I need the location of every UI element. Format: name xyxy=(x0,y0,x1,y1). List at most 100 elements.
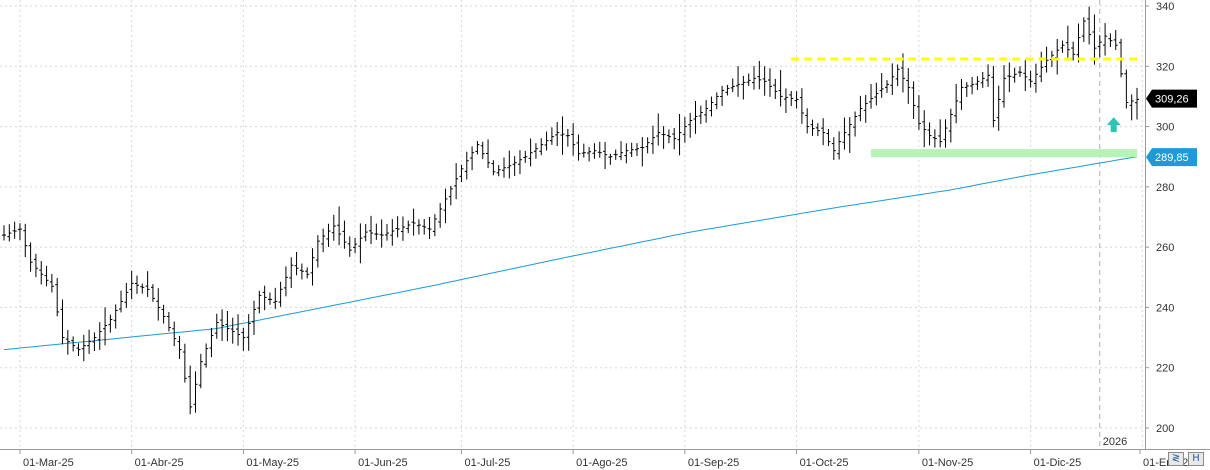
x-tick-label: 01-Mar-25 xyxy=(23,457,74,469)
ohlc-bar xyxy=(2,225,6,241)
y-tick-label: 200 xyxy=(1156,423,1174,435)
ohlc-bar xyxy=(156,288,161,321)
ohlc-bar xyxy=(810,119,815,136)
ohlc-bar xyxy=(443,188,448,224)
last-value-labels: 309,26 289,85 xyxy=(1146,89,1197,167)
ohlc-bar xyxy=(145,271,150,297)
ohlc-bar xyxy=(236,314,241,346)
ohlc-bar xyxy=(619,141,624,161)
ohlc-bar xyxy=(257,290,262,314)
ohlc-bar xyxy=(113,304,118,329)
ohlc-bar xyxy=(927,122,932,146)
y-tick-label: 240 xyxy=(1156,302,1174,314)
ohlc-bar xyxy=(384,224,389,241)
ohlc-bar xyxy=(954,84,959,124)
ohlc-bar xyxy=(831,137,836,160)
ohlc-bar xyxy=(698,105,703,125)
ohlc-bar xyxy=(374,223,379,240)
ohlc-bar xyxy=(720,85,725,106)
ohlc-bar xyxy=(1033,63,1038,93)
ohlc-bar xyxy=(220,309,225,341)
ohlc-bar xyxy=(959,78,964,110)
ohlc-bar xyxy=(645,137,650,154)
ohlc-bar xyxy=(528,138,533,167)
ohlc-bar xyxy=(49,273,54,293)
ohlc-bar xyxy=(714,92,719,110)
ohlc-bar xyxy=(166,311,171,332)
ohlc-bar xyxy=(241,327,246,351)
ohlc-bar xyxy=(1135,87,1139,120)
x-tick-label: 01-May-25 xyxy=(246,457,299,469)
ohlc-bar xyxy=(204,343,209,368)
ohlc-bar xyxy=(230,317,235,344)
save-icon[interactable]: H xyxy=(1188,452,1204,466)
ohlc-bar xyxy=(677,114,682,156)
ohlc-bar xyxy=(704,100,709,123)
x-tick-label: 01-Nov-25 xyxy=(922,457,973,469)
ohlc-bar xyxy=(938,119,943,148)
ohlc-bar xyxy=(879,73,884,98)
ohlc-bar xyxy=(656,113,661,146)
last-price-label: 309,26 xyxy=(1155,94,1189,106)
ohlc-bar xyxy=(289,257,294,289)
y-axis-ticks[interactable]: 200 220 240 260 280 300 320 340 xyxy=(1145,1,1174,435)
ohlc-bar xyxy=(347,236,352,257)
ohlc-bar xyxy=(592,143,597,159)
ohlc-bar xyxy=(97,322,102,350)
ohlc-bar xyxy=(1012,67,1017,83)
ohlc-bar xyxy=(1097,35,1102,58)
ohlc-bar xyxy=(172,321,177,347)
ohlc-bar xyxy=(337,206,342,246)
ohlc-bar xyxy=(28,242,33,272)
ohlc-bar xyxy=(134,275,139,294)
ohlc-bar xyxy=(496,164,501,177)
ohlc-bar xyxy=(390,219,395,246)
ohlc-bar xyxy=(124,282,129,308)
ohlc-bar xyxy=(427,216,432,240)
ohlc-bar xyxy=(789,90,794,107)
ohlc-bar xyxy=(948,108,953,143)
ohlc-bar xyxy=(922,110,927,148)
x-tick-label: 01-Abr-25 xyxy=(135,457,184,469)
ohlc-bar xyxy=(87,329,92,354)
ohlc-bar xyxy=(895,64,900,86)
ohlc-bar xyxy=(129,270,134,300)
ohlc-bar xyxy=(911,81,916,119)
last-price-badge xyxy=(1146,89,1197,108)
ohlc-bar xyxy=(794,91,799,109)
ohlc-bar xyxy=(363,224,368,242)
y-tick-label: 280 xyxy=(1156,182,1174,194)
ohlc-bar xyxy=(874,82,879,106)
zoom-icon[interactable]: ≷ xyxy=(1168,452,1184,466)
ohlc-bar xyxy=(342,220,347,249)
ohlc-bar xyxy=(863,94,868,123)
ohlc-bar xyxy=(454,163,459,200)
ohlc-bar xyxy=(688,112,693,138)
ohlc-bar xyxy=(65,330,70,355)
plot-background xyxy=(0,0,1145,449)
ohlc-bar xyxy=(1065,25,1070,61)
ohlc-bar xyxy=(283,266,288,297)
ohlc-bar xyxy=(400,216,405,241)
ohlc-bar xyxy=(395,216,400,238)
y-tick-label: 300 xyxy=(1156,122,1174,134)
ohlc-bar xyxy=(565,128,570,147)
ohlc-bar xyxy=(576,134,581,161)
y-tick-label: 260 xyxy=(1156,242,1174,254)
ohlc-bar xyxy=(119,290,124,313)
ohlc-bar xyxy=(17,223,22,241)
ohlc-bar xyxy=(1092,14,1097,65)
ohlc-bar xyxy=(267,292,272,305)
ohlc-bar xyxy=(507,150,512,179)
ohlc-bar xyxy=(842,117,847,150)
x-tick-label: 01-Dic-25 xyxy=(1034,457,1082,469)
ohlc-bar xyxy=(603,142,608,170)
ohlc-bar xyxy=(608,153,613,165)
ohlc-bar xyxy=(103,307,108,346)
ohlc-bar xyxy=(693,100,698,134)
ohlc-bar xyxy=(140,283,145,294)
ohlc-bar xyxy=(464,151,469,180)
ohlc-bar xyxy=(278,281,283,307)
ohlc-bar xyxy=(416,219,421,235)
